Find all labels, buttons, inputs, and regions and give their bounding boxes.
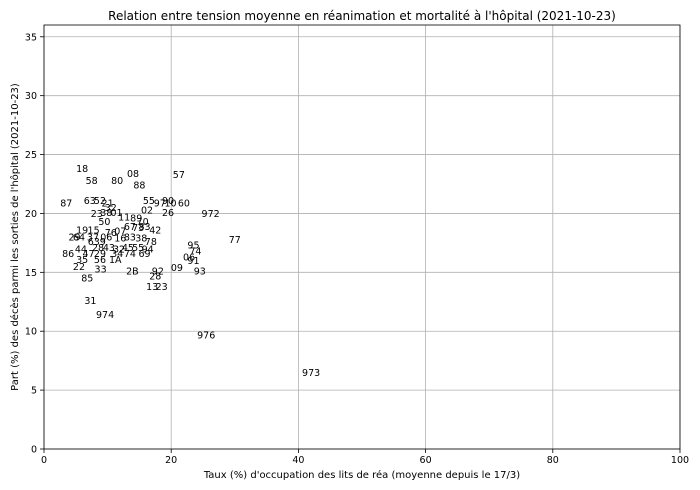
data-point-label: 42 [149, 225, 161, 236]
data-point-label: 06 [183, 253, 195, 264]
data-point-label: 19 [76, 225, 88, 236]
data-point-label: 95 [187, 241, 199, 252]
data-point-label: 28 [92, 243, 104, 254]
data-point-label: 93 [194, 267, 206, 278]
data-point-label: 37 [87, 233, 99, 244]
data-point-label: 639 [88, 237, 106, 248]
data-point-label: 70 [137, 217, 149, 228]
data-point-label: 47 [82, 249, 94, 260]
data-point-label: 16 [114, 234, 126, 245]
data-point-label: 57 [173, 170, 185, 181]
y-tick-label: 15 [25, 268, 37, 279]
plot-frame [43, 24, 681, 450]
data-point-label: 01 [110, 208, 122, 219]
data-point-label: 90 [162, 196, 174, 207]
data-point-label: 67 [124, 222, 136, 233]
data-point-label: 60 [178, 198, 190, 209]
data-point-label: 1A [109, 255, 122, 266]
data-point-label: 74 [189, 247, 201, 258]
data-point-label: 09 [171, 263, 183, 274]
data-point-label: 26 [162, 208, 174, 219]
y-tick-label: 0 [31, 445, 37, 456]
x-axis-label: Taux (%) d'occupation des lits de réa (m… [203, 469, 520, 481]
data-point-label: 83 [138, 222, 150, 233]
data-point-label: 88 [133, 181, 145, 192]
data-point-label: 73 [132, 223, 144, 234]
data-point-label: 56 [94, 255, 106, 266]
data-point-label: 32 [105, 203, 117, 214]
data-point-label: 23 [156, 282, 168, 293]
y-tick-label: 20 [25, 209, 37, 220]
data-point-label: 44 [75, 244, 87, 255]
data-point-label: 38 [100, 208, 112, 219]
y-tick-label: 10 [25, 327, 37, 338]
data-point-label: 97 [154, 198, 166, 209]
x-tick-label: 80 [547, 455, 559, 466]
data-point-label: 23 [91, 209, 103, 220]
data-point-label: 11 [118, 212, 130, 223]
data-point-label: 74 [124, 249, 136, 260]
data-point-label: 08 [127, 169, 139, 180]
data-point-label: 76 [105, 228, 117, 239]
data-point-label: 86 [62, 249, 74, 260]
data-point-label: 64 [73, 233, 85, 244]
data-point-label: 43 [103, 243, 115, 254]
data-point-label: 85 [81, 274, 93, 285]
data-point-label: 91 [187, 256, 199, 267]
y-tick-label: 5 [31, 386, 37, 397]
data-point-label: 18 [76, 164, 88, 175]
x-tick-label: 40 [292, 455, 304, 466]
data-point-label: 10 [165, 198, 177, 209]
data-point-label: 94 [142, 244, 154, 255]
data-point-label: 80 [111, 176, 123, 187]
data-point-label: 55 [143, 196, 155, 207]
data-point-label: 15 [88, 225, 100, 236]
data-point-label: 69 [138, 249, 150, 260]
data-point-label: 2B [126, 267, 139, 278]
data-point-label: 33 [95, 264, 107, 275]
data-point-label: 29 [94, 249, 106, 260]
y-tick-label: 25 [25, 150, 37, 161]
data-point-label: 92 [152, 267, 164, 278]
data-point-label: 52 [94, 196, 106, 207]
data-point-label: 45 [122, 243, 134, 254]
y-tick-label: 30 [25, 91, 37, 102]
data-point-label: 83 [124, 233, 136, 244]
data-point-label: 22 [73, 262, 85, 273]
data-point-label: 21 [102, 198, 114, 209]
data-point-label: 13 [146, 282, 158, 293]
data-point-label: 29 [68, 233, 80, 244]
data-point-label: 55 [132, 243, 144, 254]
data-point-label: 32 [113, 244, 125, 255]
y-axis-label: Part (%) des décès parmi les sorties de … [9, 83, 21, 391]
data-point-label: 58 [86, 176, 98, 187]
data-point-label: 78 [145, 237, 157, 248]
data-point-label: 07 [114, 227, 126, 238]
data-point-label: 02 [141, 205, 153, 216]
chart-title: Relation entre tension moyenne en réanim… [108, 9, 616, 23]
data-point-label: 35 [76, 255, 88, 266]
data-point-label: 63 [84, 196, 96, 207]
data-point-label: 973 [302, 368, 320, 379]
y-tick-label: 35 [25, 32, 37, 43]
data-point-label: 38 [135, 234, 147, 245]
x-tick-label: 60 [420, 455, 432, 466]
data-point-label: 972 [202, 209, 220, 220]
x-tick-label: 100 [671, 455, 689, 466]
data-point-label: 31 [84, 296, 96, 307]
x-tick-label: 0 [41, 455, 47, 466]
data-point-label: 77 [229, 235, 241, 246]
data-point-label: 34 [111, 249, 123, 260]
data-point-label: 974 [96, 310, 114, 321]
data-point-label: 06 [100, 233, 112, 244]
data-point-label: 50 [98, 217, 110, 228]
data-point-label: 89 [130, 214, 142, 225]
data-point-label: 976 [197, 330, 215, 341]
data-point-label: 87 [60, 198, 72, 209]
data-point-label: 28 [149, 271, 161, 282]
x-tick-label: 20 [165, 455, 177, 466]
